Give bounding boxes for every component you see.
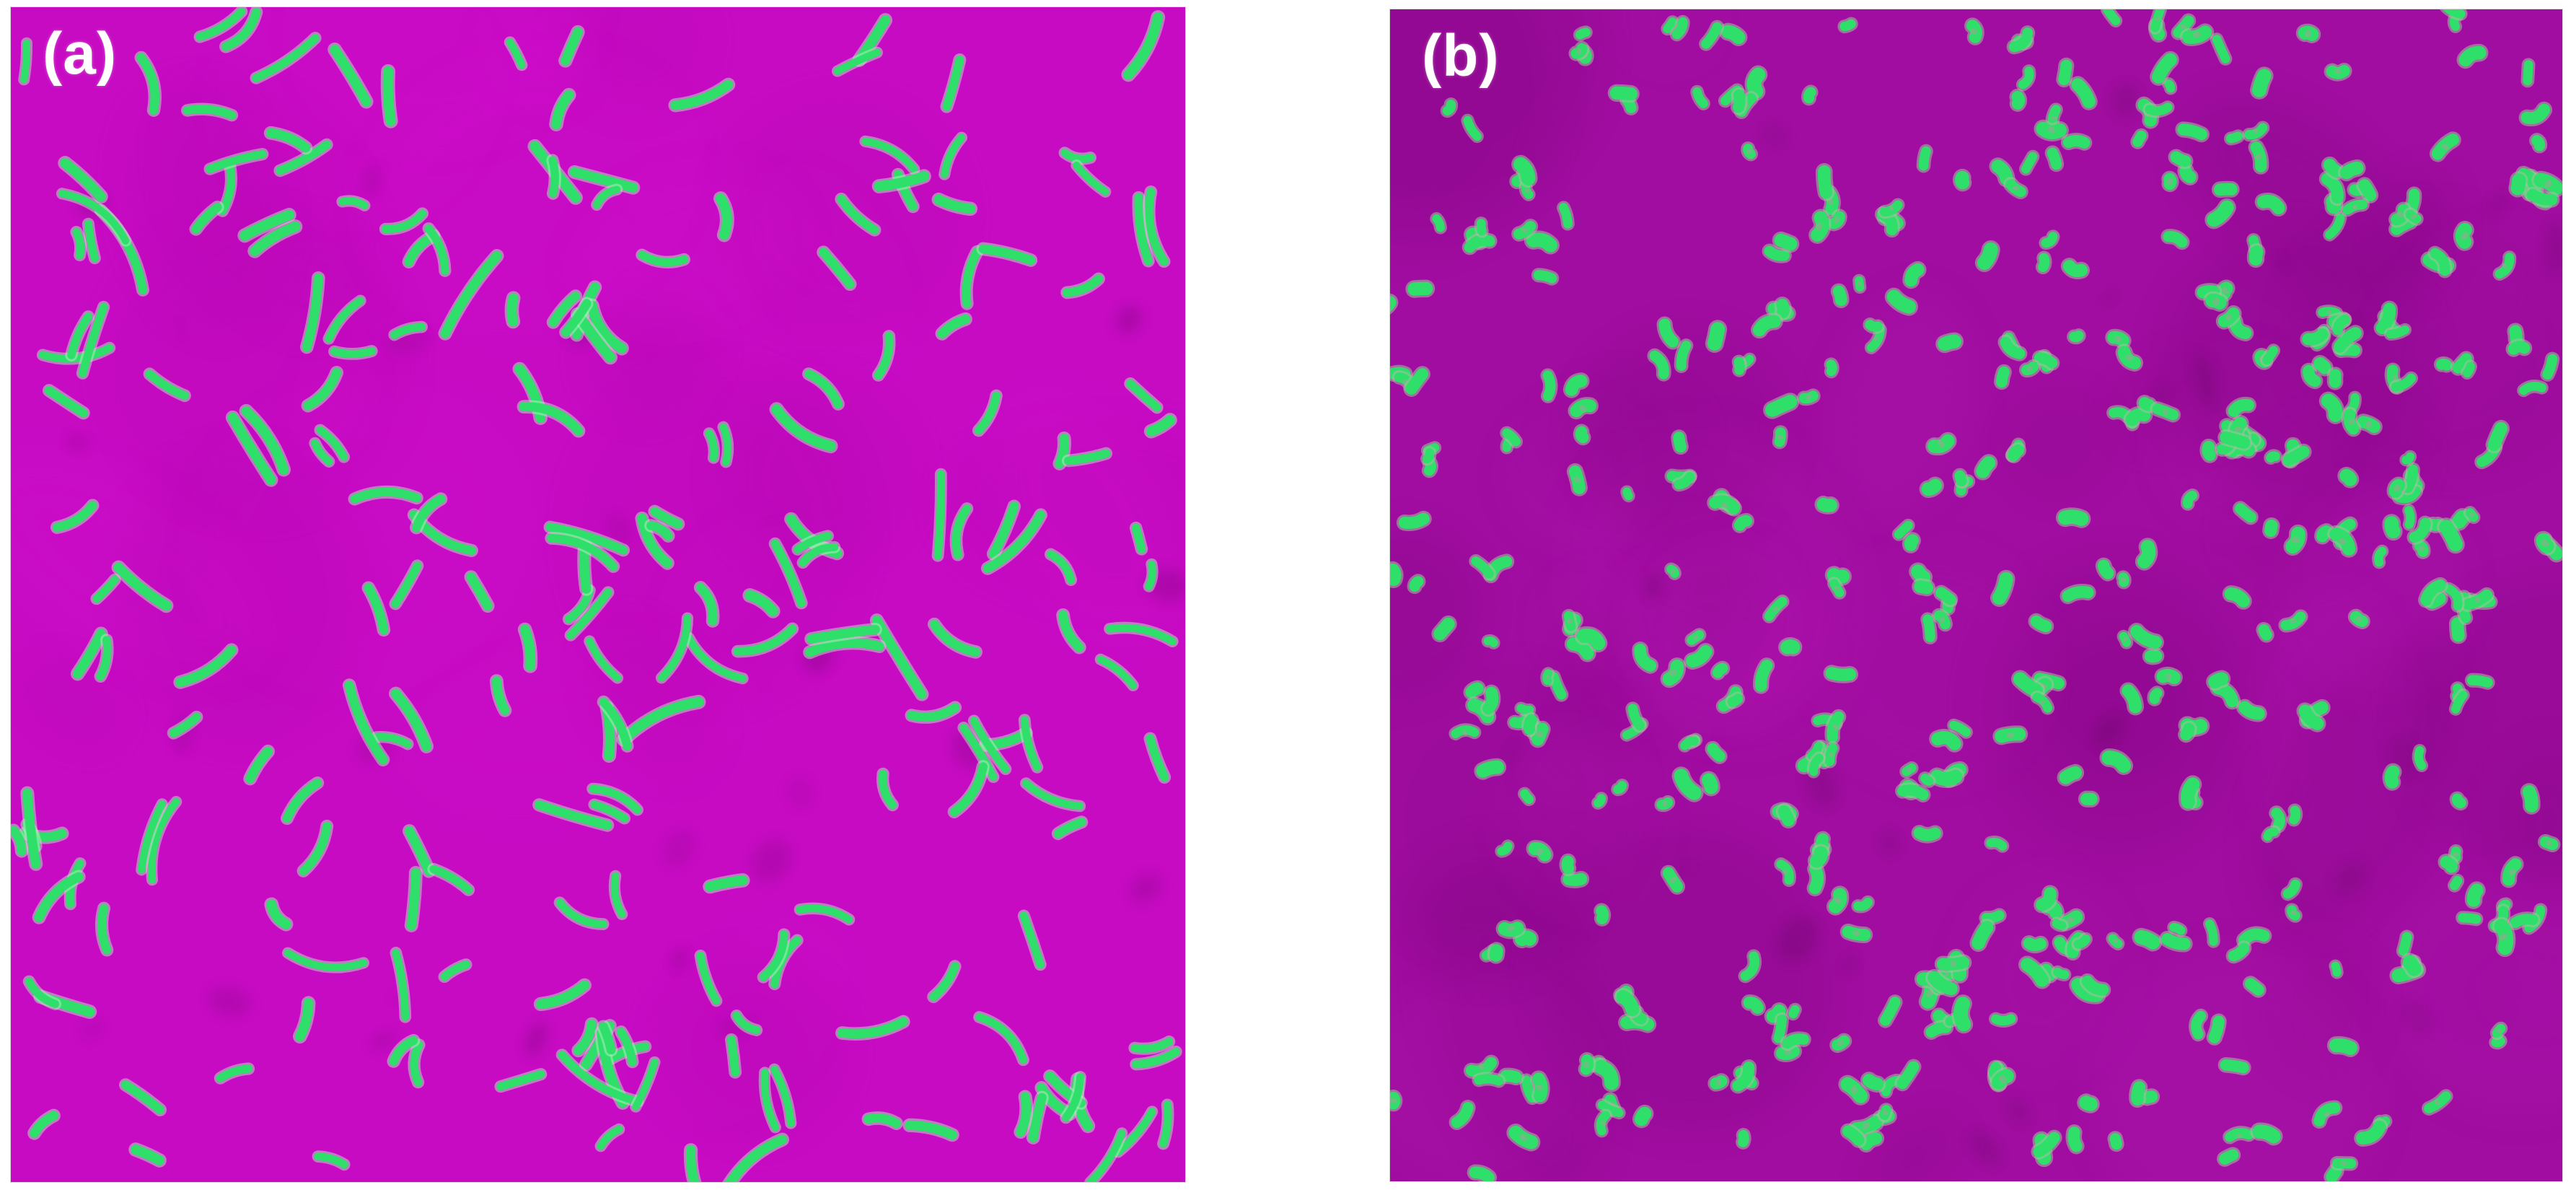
panel-b: (b) [1389, 9, 2563, 1182]
panel-a: (a) [10, 6, 1186, 1183]
panel-b-label: (b) [1422, 23, 1500, 89]
panel-a-label: (a) [43, 21, 118, 87]
micrograph-a-image [11, 7, 1185, 1182]
micrograph-b-image [1390, 9, 2562, 1181]
